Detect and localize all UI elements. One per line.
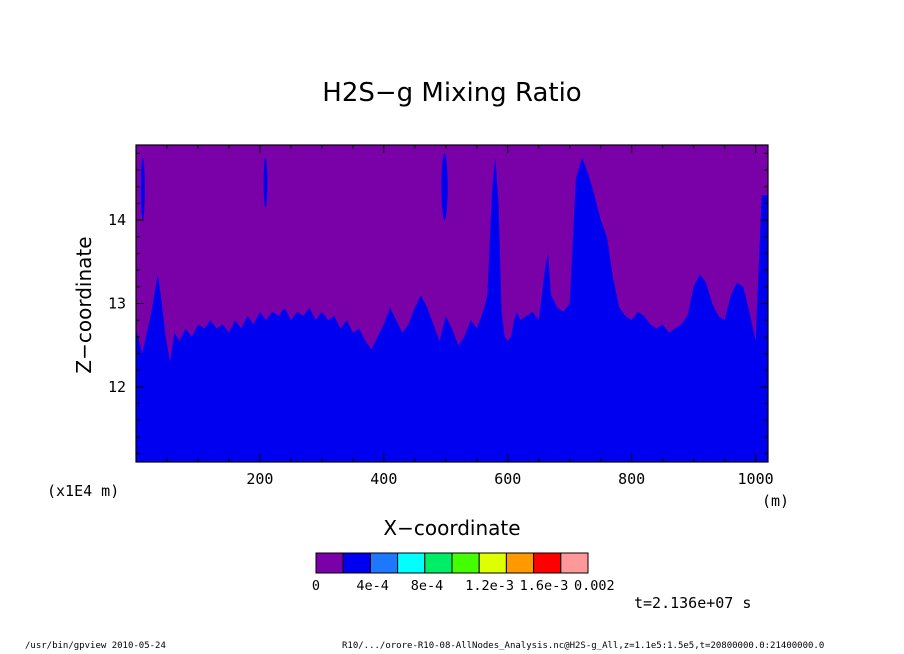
x-tick-label: 600 bbox=[494, 470, 521, 488]
x-axis-unit: (m) bbox=[762, 492, 790, 510]
x-tick-label: 1000 bbox=[738, 470, 774, 488]
colorbar-swatch bbox=[342, 552, 371, 574]
colorbar-label: 0 bbox=[312, 578, 320, 594]
footer-program-date: /usr/bin/gpview 2010-05-24 bbox=[25, 641, 166, 651]
colorbar-label: 1.2e-3 bbox=[465, 578, 514, 594]
colorbar-swatch bbox=[478, 552, 507, 574]
footer-source-path: R10/.../orore-R10-08-AllNodes_Analysis.n… bbox=[342, 641, 825, 651]
field-island-1 bbox=[263, 157, 268, 208]
field-island-2 bbox=[441, 153, 448, 221]
y-axis-unit: (x1E4 m) bbox=[47, 482, 120, 500]
colorbar-swatch bbox=[533, 552, 562, 574]
colorbar-swatch bbox=[560, 552, 589, 574]
y-tick-label: 14 bbox=[108, 211, 126, 229]
colorbar-swatch bbox=[505, 552, 535, 574]
colorbar-label: 4e-4 bbox=[356, 578, 389, 594]
x-tick-label: 200 bbox=[246, 470, 273, 488]
colorbar-swatch bbox=[424, 552, 453, 574]
field-island-0 bbox=[140, 157, 145, 221]
colorbar-label: 1.6e-3 bbox=[520, 578, 569, 594]
x-tick-label: 800 bbox=[618, 470, 645, 488]
x-axis-label: X−coordinate bbox=[383, 516, 521, 540]
colorbar-label: 0.002 bbox=[574, 578, 615, 594]
y-axis-label: Z−coordinate bbox=[72, 236, 96, 374]
time-annotation: t=2.136e+07 s bbox=[634, 594, 752, 612]
colorbar-swatch bbox=[315, 552, 344, 574]
y-tick-label: 13 bbox=[108, 295, 126, 313]
colorbar-label: 8e-4 bbox=[411, 578, 444, 594]
chart-title: H2S−g Mixing Ratio bbox=[322, 78, 582, 108]
x-tick-label: 400 bbox=[370, 470, 397, 488]
colorbar-swatch bbox=[397, 552, 426, 574]
colorbar-swatch bbox=[451, 552, 480, 574]
colorbar-swatch bbox=[369, 552, 399, 574]
field-level-1 bbox=[136, 157, 768, 462]
y-tick-label: 12 bbox=[108, 378, 126, 396]
